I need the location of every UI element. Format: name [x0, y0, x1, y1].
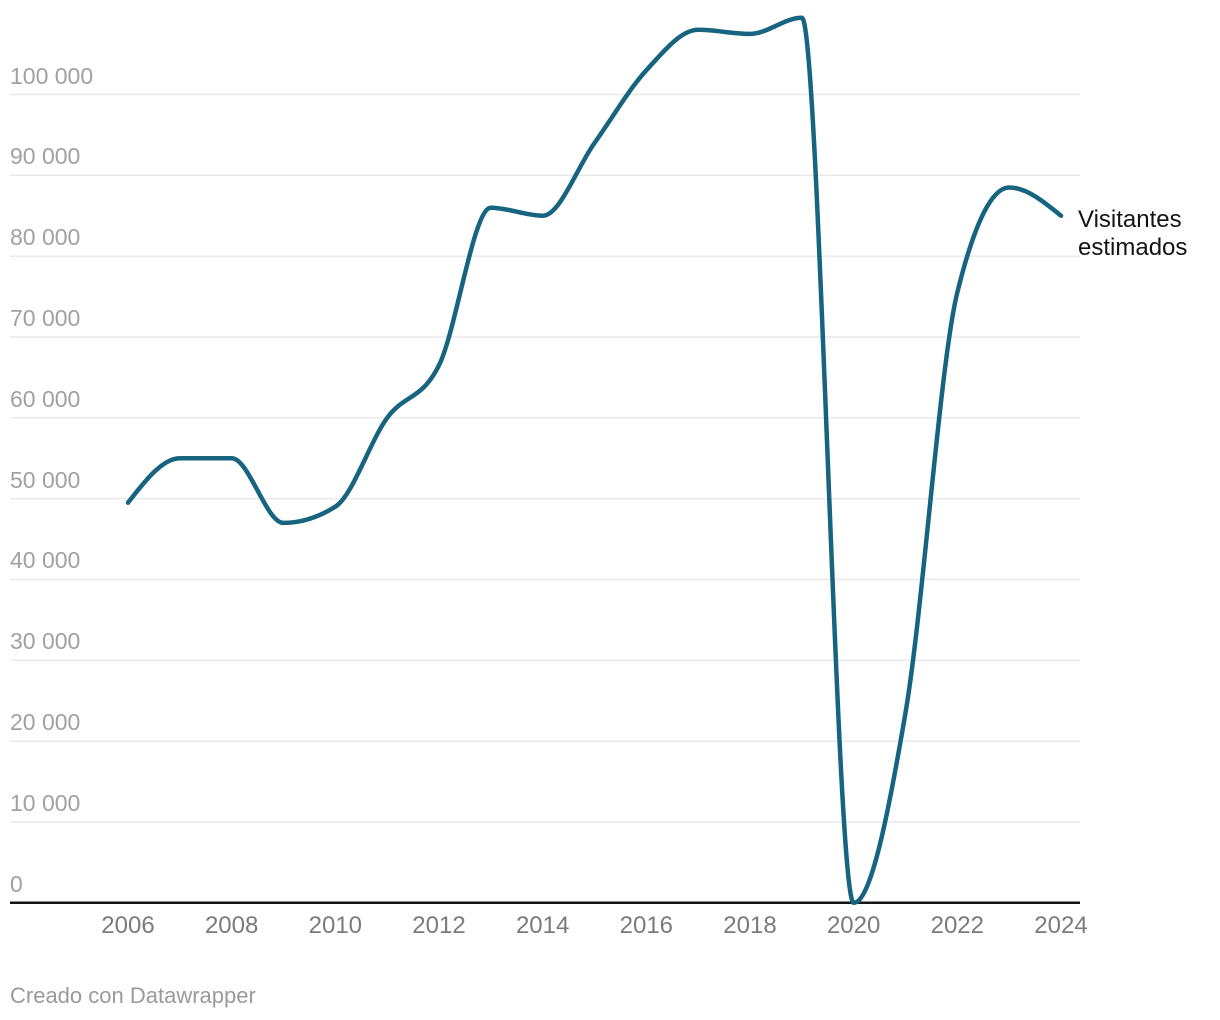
y-tick-label: 10 000: [10, 789, 81, 816]
y-tick-label: 0: [10, 870, 23, 897]
x-tick-label: 2020: [826, 912, 881, 939]
x-tick-label: 2018: [723, 912, 777, 939]
series-line: [125, 15, 1064, 906]
x-tick-label: 2010: [308, 912, 363, 939]
y-tick-label: 90 000: [10, 143, 81, 170]
y-tick-label: 80 000: [10, 224, 81, 251]
y-tick-label: 20 000: [10, 709, 81, 736]
y-tick-label: 100 000: [10, 62, 94, 89]
x-tick-label: 2016: [619, 912, 674, 939]
y-tick-label: 30 000: [10, 628, 81, 655]
x-tick-label: 2022: [930, 912, 984, 939]
series-label: Visitantes estimados: [1078, 206, 1188, 261]
y-tick-label: 60 000: [10, 385, 81, 412]
y-tick-label: 70 000: [10, 304, 81, 331]
x-tick-label: 2006: [101, 912, 155, 939]
x-tick-label: 2024: [1034, 912, 1088, 939]
y-tick-label: 50 000: [10, 466, 81, 493]
attribution-text: Creado con Datawrapper: [10, 983, 256, 1008]
x-tick-label: 2014: [515, 912, 570, 939]
x-tick-label: 2008: [204, 912, 259, 939]
y-tick-label: 40 000: [10, 547, 81, 574]
x-tick-label: 2012: [412, 912, 466, 939]
